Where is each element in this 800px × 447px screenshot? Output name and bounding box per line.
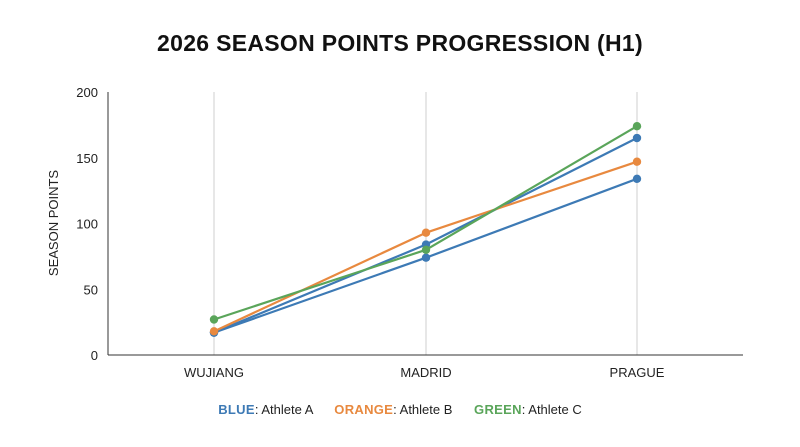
data-point-blue [632,174,642,183]
y-tick-label: 200 [76,85,98,100]
data-point-orange [421,228,431,237]
legend-key-green: GREEN [474,402,522,417]
x-tick-label: PRAGUE [610,365,665,380]
legend-label-green: : Athlete C [521,402,582,417]
y-tick-label: 150 [76,151,98,166]
legend-label-orange: : Athlete B [393,402,453,417]
x-tick-label: MADRID [400,365,451,380]
data-point-orange [632,157,642,166]
y-tick-labels: 0 50 100 150 200 [76,85,98,363]
x-tick-labels: WUJIANG MADRID PRAGUE [184,365,665,380]
data-point-orange [209,327,219,336]
x-tick-label: WUJIANG [184,365,244,380]
legend: BLUE: Athlete A ORANGE: Athlete B GREEN:… [0,402,800,417]
y-tick-label: 50 [84,282,98,297]
chart-title: 2026 SEASON POINTS PROGRESSION (H1) [157,30,643,56]
axes [107,92,743,356]
data-point-blue [632,133,642,143]
y-axis-label: SEASON POINTS [46,170,61,277]
legend-label-blue: : Athlete A [254,402,313,417]
legend-item-blue: BLUE: Athlete A [218,402,316,417]
y-tick-label: 100 [76,217,98,232]
legend-key-orange: ORANGE [334,402,394,417]
data-point-green [632,121,642,131]
legend-item-orange: ORANGE: Athlete B [334,402,456,417]
y-tick-label: 0 [91,348,98,363]
data-point-green [421,245,431,254]
series-lines [209,121,642,337]
legend-item-green: GREEN: Athlete C [474,402,582,417]
data-point-green [209,315,219,324]
legend-key-blue: BLUE [218,402,255,417]
data-point-blue [421,253,431,262]
gridlines [213,92,638,355]
